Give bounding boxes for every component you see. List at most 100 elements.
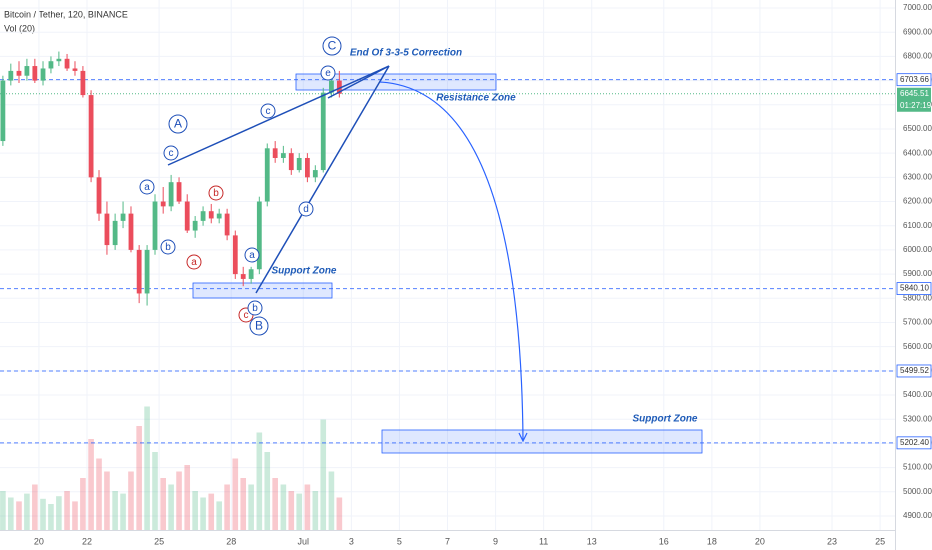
trend-line <box>327 65 390 99</box>
candle-body <box>240 274 246 279</box>
candle-body <box>72 68 78 71</box>
candle-body <box>0 80 6 142</box>
y-tick-label: 6300.00 <box>903 172 932 181</box>
y-tick-label: 5600.00 <box>903 342 932 351</box>
candle-body <box>88 95 94 178</box>
volume-bar <box>32 484 38 530</box>
volume-bar <box>24 493 30 530</box>
candle-body <box>24 66 30 76</box>
volume-bar <box>296 493 303 530</box>
candle-body <box>104 213 110 246</box>
candle-body <box>264 148 270 202</box>
wave-circle <box>249 316 269 336</box>
wave-circle <box>186 254 202 270</box>
volume-bar <box>160 478 166 530</box>
candle-body <box>32 66 38 81</box>
volume-bar <box>80 478 86 530</box>
candle-body <box>288 153 294 171</box>
x-tick-label: Jul <box>298 536 310 546</box>
wave-circle <box>163 145 179 161</box>
y-tick-label: 7000.00 <box>903 3 932 12</box>
candle-body <box>56 58 62 62</box>
annotation-text: Support Zone <box>272 266 337 277</box>
volume-bar <box>104 471 110 530</box>
x-tick-label: 22 <box>82 536 92 546</box>
volume-bar <box>16 501 22 530</box>
y-tick-label: 5400.00 <box>903 390 932 399</box>
volume-label: Vol (20) <box>4 23 35 33</box>
candle-body <box>200 211 206 221</box>
wave-label: c <box>169 148 174 159</box>
last-price-label: 6645.51 <box>900 89 929 98</box>
y-tick-label: 6000.00 <box>903 245 932 254</box>
wave-label: a <box>249 250 255 261</box>
volume-bar <box>152 452 158 530</box>
y-tick-label: 6800.00 <box>903 51 932 60</box>
volume-bar <box>328 471 335 530</box>
candle-body <box>16 70 22 76</box>
last-price-box <box>897 87 931 112</box>
volume-bar <box>96 458 102 530</box>
candle-body <box>296 157 302 171</box>
y-tick-label: 6200.00 <box>903 197 932 206</box>
volume-bar <box>248 484 254 530</box>
wave-label: A <box>174 117 182 131</box>
volume-bar <box>168 484 174 530</box>
trend-line <box>255 65 390 294</box>
volume-bar <box>48 504 54 530</box>
wave-label: e <box>325 68 331 79</box>
y-tick-label: 5800.00 <box>903 293 932 302</box>
wave-circle <box>208 185 224 201</box>
candle-body <box>128 213 134 250</box>
wave-circle <box>244 247 260 263</box>
y-tick-label: 5900.00 <box>903 269 932 278</box>
level-label: 5202.40 <box>900 438 929 447</box>
candle-body <box>272 148 278 158</box>
candle-body <box>336 80 342 94</box>
x-tick-label: 25 <box>875 536 885 546</box>
volume-bar <box>264 452 271 530</box>
annotation-text: Resistance Zone <box>436 93 516 104</box>
x-tick-label: 7 <box>445 536 450 546</box>
volume-bar <box>144 406 150 530</box>
volume-bar <box>312 491 319 530</box>
x-tick-label: 20 <box>34 536 44 546</box>
candle-body <box>144 249 150 294</box>
volume-bar <box>336 497 343 530</box>
x-tick-label: 25 <box>154 536 164 546</box>
countdown: 01:27:19 <box>900 101 932 110</box>
y-tick-label: 5300.00 <box>903 414 932 423</box>
x-tick-label: 11 <box>539 536 548 546</box>
x-tick-label: 20 <box>755 536 765 546</box>
volume-bar <box>184 465 191 530</box>
x-tick-label: 9 <box>493 536 498 546</box>
candle-body <box>120 213 126 221</box>
candle-body <box>312 170 318 178</box>
candle-body <box>136 249 142 294</box>
projection-curve <box>379 81 524 441</box>
volume-bar <box>288 491 295 530</box>
wave-circle <box>168 114 188 134</box>
volume-bar <box>232 458 239 530</box>
candle-body <box>192 220 198 231</box>
candle-body <box>168 182 174 207</box>
volume-bar <box>280 484 287 530</box>
trend-line <box>167 65 390 166</box>
y-tick-label: 5000.00 <box>903 487 932 496</box>
wave-label: B <box>255 319 263 333</box>
candle-body <box>176 182 182 202</box>
level-box <box>896 364 932 378</box>
volume-bar <box>304 484 311 530</box>
volume-bar <box>272 478 278 530</box>
wave-label: C <box>328 39 337 53</box>
candle-body <box>64 58 70 69</box>
y-tick-label: 6500.00 <box>903 124 932 133</box>
volume-bar <box>176 471 182 530</box>
candle-body <box>329 80 334 93</box>
candle-body <box>280 153 286 158</box>
zone <box>192 282 333 299</box>
candle-body <box>248 269 254 279</box>
x-tick-label: 16 <box>659 536 669 546</box>
annotation-text: Support Zone <box>633 414 698 425</box>
